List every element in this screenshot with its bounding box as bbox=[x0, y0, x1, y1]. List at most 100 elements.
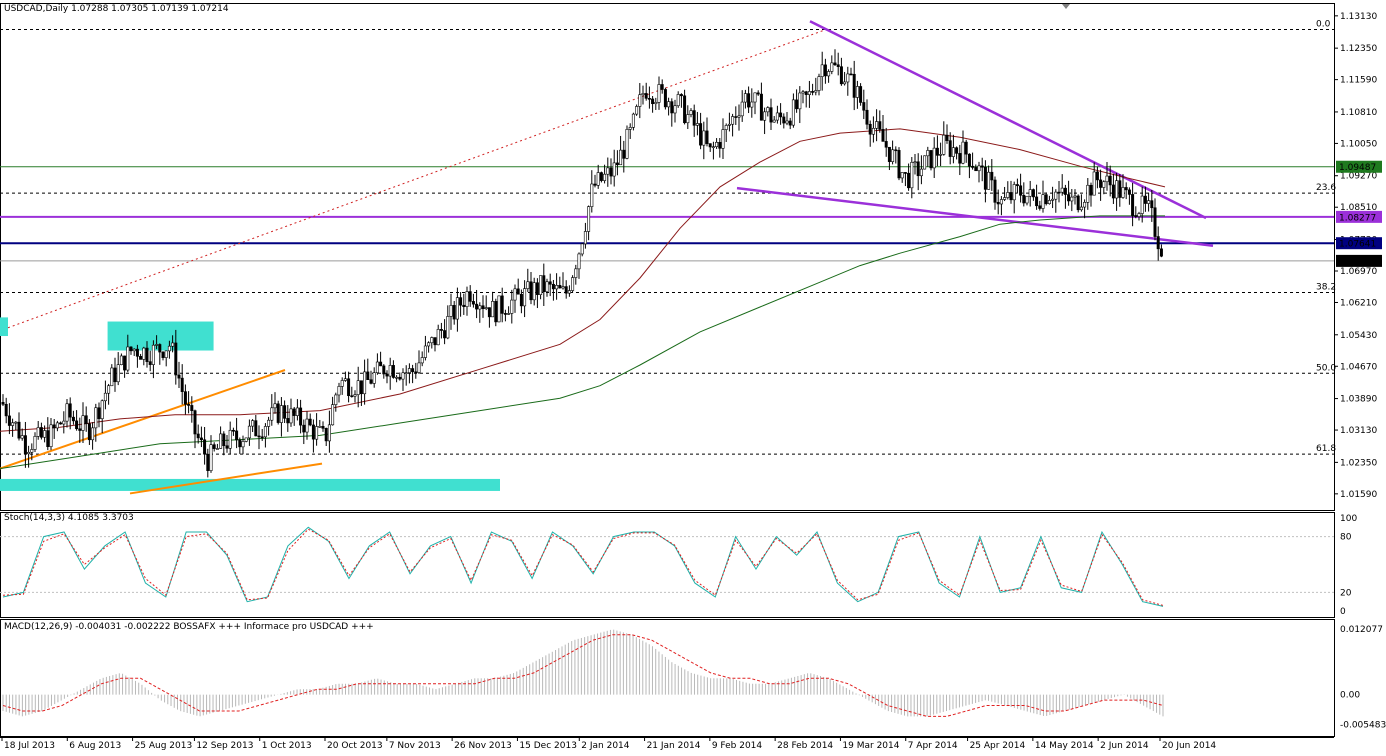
date-tick-label: 25 Aug 2013 bbox=[135, 741, 193, 751]
candle-body bbox=[558, 285, 562, 289]
candle-body bbox=[891, 149, 895, 162]
candle-body bbox=[305, 418, 309, 433]
candle-body bbox=[331, 404, 335, 426]
candle-body bbox=[689, 110, 693, 115]
price-tick-label: 1.11590 bbox=[1340, 76, 1377, 86]
candle-body bbox=[702, 130, 706, 146]
candle-body bbox=[327, 424, 331, 442]
candle-body bbox=[510, 299, 514, 314]
price-tag-box bbox=[1336, 160, 1382, 173]
candle-body bbox=[139, 356, 143, 360]
candle-body bbox=[996, 202, 1000, 205]
candle-body bbox=[795, 99, 799, 110]
candle-body bbox=[571, 277, 575, 291]
price-tick-label: 1.03130 bbox=[1340, 426, 1377, 436]
candle-body bbox=[958, 153, 962, 164]
moving-average-slow bbox=[0, 215, 1165, 470]
candle-body bbox=[743, 93, 747, 103]
candle-body bbox=[385, 373, 389, 377]
candle-body bbox=[302, 424, 306, 433]
candle-body bbox=[62, 420, 66, 425]
candle-body bbox=[1019, 185, 1023, 196]
candle-body bbox=[398, 376, 402, 380]
candle-body bbox=[78, 428, 82, 431]
candle-body bbox=[1022, 194, 1026, 204]
candle-body bbox=[436, 329, 440, 346]
candle-body bbox=[868, 123, 872, 135]
candle-body bbox=[1083, 202, 1087, 208]
panel-frame-3 bbox=[0, 619, 1335, 737]
candle-body bbox=[935, 147, 939, 156]
candle-body bbox=[1076, 195, 1080, 211]
fib-level-label: 50.0 bbox=[1316, 363, 1336, 373]
candle-body bbox=[718, 141, 722, 149]
candle-body bbox=[609, 167, 613, 177]
candle-body bbox=[1047, 200, 1051, 205]
candle-body bbox=[350, 395, 354, 398]
candle-body bbox=[619, 149, 623, 166]
candle-body bbox=[289, 408, 293, 424]
candle-body bbox=[596, 172, 600, 186]
candle-body bbox=[980, 165, 984, 168]
candle-body bbox=[212, 444, 216, 449]
candle-body bbox=[577, 253, 581, 270]
candle-body bbox=[884, 141, 888, 148]
candle-body bbox=[17, 421, 21, 439]
candle-body bbox=[785, 120, 789, 124]
candle-body bbox=[215, 448, 219, 450]
date-tick-label: 7 Apr 2014 bbox=[908, 741, 958, 751]
candle-body bbox=[46, 430, 50, 447]
candle-body bbox=[356, 380, 360, 395]
candle-body bbox=[1121, 187, 1125, 198]
candle-body bbox=[1012, 184, 1016, 201]
candle-body bbox=[804, 91, 808, 95]
candle-body bbox=[1102, 181, 1106, 188]
candle-body bbox=[900, 172, 904, 179]
date-tick-label: 2 Jan 2014 bbox=[581, 741, 629, 751]
candle-body bbox=[740, 101, 744, 117]
price-tick-label: 1.10810 bbox=[1340, 108, 1377, 118]
candle-body bbox=[1003, 197, 1007, 200]
candle-body bbox=[734, 116, 738, 118]
date-tick-label: 26 Nov 2013 bbox=[454, 741, 512, 751]
candle-body bbox=[862, 102, 866, 111]
candle-body bbox=[955, 147, 959, 154]
candle-body bbox=[1115, 180, 1119, 199]
panel-frame-2 bbox=[0, 512, 1335, 618]
candle-body bbox=[199, 437, 203, 441]
candle-body bbox=[203, 439, 207, 455]
candle-body bbox=[84, 415, 88, 425]
candle-body bbox=[340, 380, 344, 387]
candle-body bbox=[190, 405, 194, 411]
candle-body bbox=[1124, 187, 1128, 191]
stoch-title: Stoch(14,3,3) 4.1085 3.3703 bbox=[4, 513, 134, 523]
candle-body bbox=[375, 361, 379, 373]
price-tick-label: 1.12350 bbox=[1340, 44, 1377, 54]
candle-body bbox=[369, 379, 373, 384]
candle-body bbox=[1092, 171, 1096, 196]
candle-body bbox=[599, 172, 603, 181]
candle-body bbox=[235, 430, 239, 441]
candle-body bbox=[673, 105, 677, 114]
candle-body bbox=[855, 86, 859, 98]
candle-body bbox=[801, 91, 805, 94]
candle-body bbox=[939, 154, 943, 156]
candle-body bbox=[567, 290, 571, 294]
candle-body bbox=[932, 147, 936, 169]
candle-body bbox=[507, 313, 511, 315]
candle-body bbox=[772, 119, 776, 123]
candle-body bbox=[523, 288, 527, 307]
candle-body bbox=[478, 305, 482, 310]
candle-body bbox=[110, 367, 114, 387]
price-tag-label: 1.07641 bbox=[1339, 240, 1376, 250]
candle-body bbox=[887, 146, 891, 162]
candle-body bbox=[865, 109, 869, 125]
candle-body bbox=[1086, 184, 1090, 203]
candle-body bbox=[503, 313, 507, 315]
candle-body bbox=[446, 316, 450, 339]
candle-body bbox=[107, 385, 111, 394]
candle-body bbox=[811, 91, 815, 93]
candle-body bbox=[753, 92, 757, 103]
